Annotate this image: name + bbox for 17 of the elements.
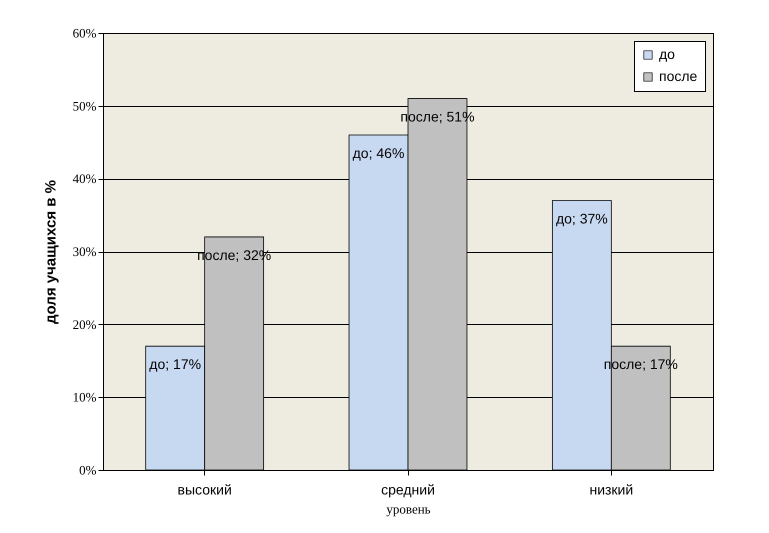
y-tick-label: 30% [72, 244, 97, 259]
x-tick-label: средний [381, 482, 435, 498]
y-tick-label: 0% [79, 462, 97, 478]
legend-label: до [659, 46, 676, 62]
y-tick-label: 20% [72, 316, 97, 332]
y-tick-label: 60% [72, 26, 97, 40]
data-label: до; 46% [352, 144, 404, 161]
x-tick-label: высокий [178, 482, 232, 498]
y-tick-label: 40% [72, 171, 97, 186]
y-axis-title: доля учащихся в % [42, 180, 60, 324]
data-label: до; 37% [556, 210, 608, 227]
y-tick-label: 50% [72, 98, 97, 114]
x-tick-label: низкий [589, 482, 634, 498]
data-label: до; 17% [149, 356, 202, 372]
x-axis-title: уровень [386, 502, 431, 516]
legend-label: после [659, 68, 698, 84]
y-tick-label: 10% [72, 390, 97, 405]
